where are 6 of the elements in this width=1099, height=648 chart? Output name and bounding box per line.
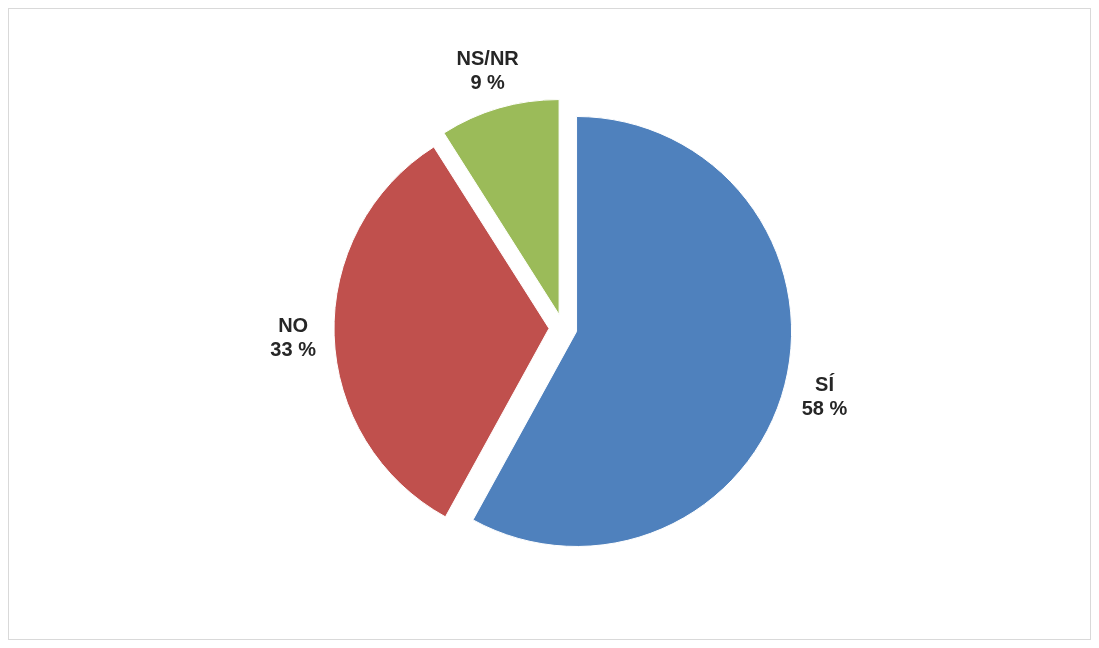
slice-label: SÍ [815, 373, 835, 396]
data-label: 9 % [470, 70, 506, 93]
data-label: 33 % [270, 338, 317, 361]
slice-label: NO [278, 314, 309, 337]
data-label: 58 % [801, 397, 848, 420]
slice-label: NS/NR [456, 46, 520, 69]
